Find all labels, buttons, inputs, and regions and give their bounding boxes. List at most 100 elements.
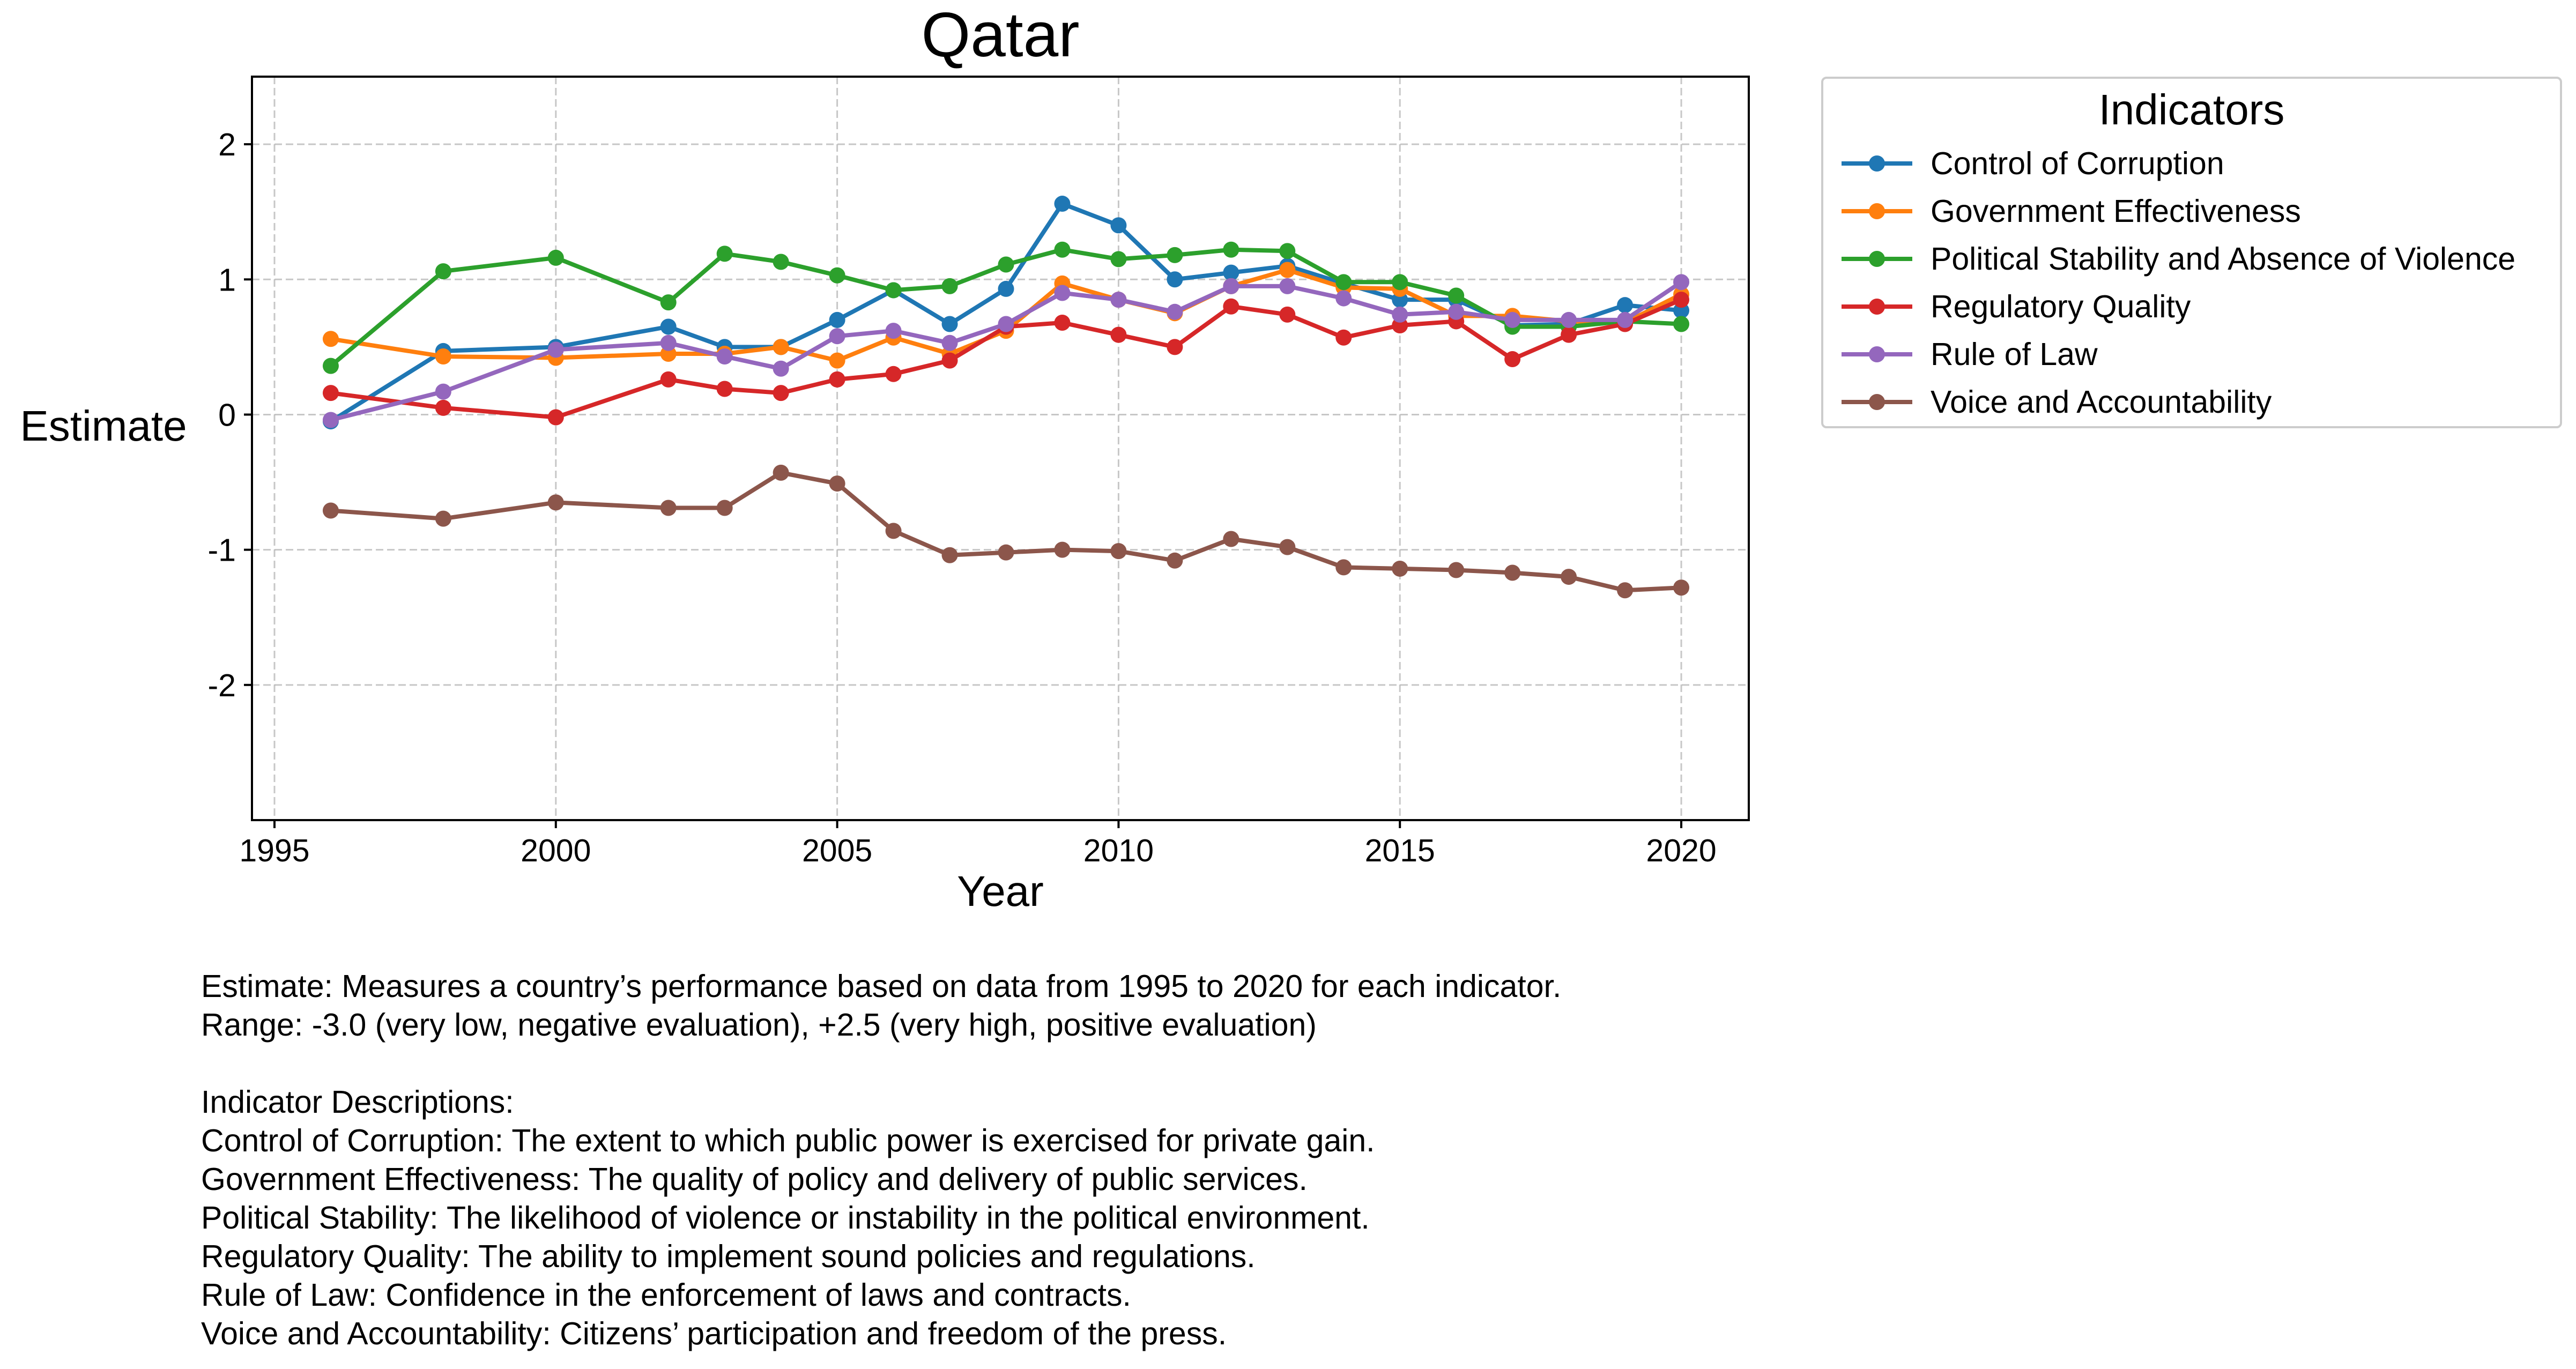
legend-item-government-effectiveness: Government Effectiveness	[1834, 190, 2552, 233]
point-rule-of-law-2004	[773, 360, 789, 377]
plot-frame	[251, 76, 1750, 821]
point-rule-of-law-2012	[1223, 278, 1239, 294]
point-regulatory-quality-2003	[716, 381, 733, 397]
series-line-political-stability-and-absence-of-violence	[328, 247, 1683, 368]
point-regulatory-quality-2007	[941, 352, 958, 369]
point-control-of-corruption-2011	[1167, 271, 1183, 288]
x-tick-label-2015: 2015	[1365, 833, 1435, 868]
point-regulatory-quality-2011	[1167, 339, 1183, 355]
legend-label-regulatory-quality: Regulatory Quality	[1931, 289, 2191, 324]
point-political-stability-and-absence-of-violence-2015	[1392, 274, 1408, 291]
point-rule-of-law-2019	[1617, 311, 1634, 328]
point-political-stability-and-absence-of-violence-2008	[998, 256, 1014, 273]
point-regulatory-quality-2012	[1223, 298, 1239, 315]
legend-label-control-of-corruption: Control of Corruption	[1931, 146, 2224, 181]
point-regulatory-quality-2004	[773, 385, 789, 401]
point-rule-of-law-2016	[1448, 303, 1465, 320]
point-political-stability-and-absence-of-violence-2003	[716, 245, 733, 262]
description-control-of-corruption: Control of Corruption: The extent to whi…	[201, 1123, 1375, 1158]
legend-item-political-stability-and-absence-of-violence: Political Stability and Absence of Viole…	[1834, 237, 2552, 280]
point-voice-and-accountability-2016	[1448, 562, 1465, 578]
point-regulatory-quality-2006	[885, 366, 902, 382]
notes: Estimate: Measures a country’s performan…	[201, 967, 1561, 1353]
point-rule-of-law-2014	[1335, 290, 1352, 307]
y-tick-label-0: 0	[218, 397, 236, 433]
legend: Indicators Control of Corruption Governme…	[1821, 77, 2562, 428]
point-rule-of-law-2013	[1279, 278, 1296, 294]
point-political-stability-and-absence-of-violence-2012	[1223, 241, 1239, 258]
point-rule-of-law-2017	[1504, 311, 1521, 328]
point-rule-of-law-2018	[1561, 311, 1577, 328]
point-rule-of-law-2007	[941, 334, 958, 351]
y-axis-ticks: -2 -1 0 1 2	[208, 127, 252, 703]
point-government-effectiveness-2013	[1279, 262, 1296, 278]
point-voice-and-accountability-1996	[322, 502, 339, 519]
point-political-stability-and-absence-of-violence-2005	[829, 267, 845, 284]
x-tick-label-2020: 2020	[1646, 833, 1716, 868]
point-rule-of-law-2010	[1110, 292, 1127, 308]
description-rule-of-law: Rule of Law: Confidence in the enforceme…	[201, 1277, 1131, 1313]
point-political-stability-and-absence-of-violence-2011	[1167, 247, 1183, 263]
point-voice-and-accountability-2000	[547, 494, 564, 511]
point-regulatory-quality-2018	[1561, 326, 1577, 343]
y-tick-label-2: 2	[218, 127, 236, 162]
point-rule-of-law-2006	[885, 323, 902, 339]
legend-swatch-regulatory-quality	[1842, 299, 1912, 315]
legend-item-rule-of-law: Rule of Law	[1834, 333, 2552, 376]
legend-swatch-voice-and-accountability	[1842, 394, 1912, 410]
notes-spacer	[201, 1044, 1561, 1083]
point-political-stability-and-absence-of-violence-2000	[547, 249, 564, 266]
point-political-stability-and-absence-of-violence-2020	[1673, 316, 1690, 332]
legend-swatch-rule-of-law	[1842, 346, 1912, 362]
point-control-of-corruption-2010	[1110, 217, 1127, 234]
legend-swatch-marker-control-of-corruption	[1869, 155, 1885, 172]
point-voice-and-accountability-2004	[773, 464, 789, 481]
legend-item-control-of-corruption: Control of Corruption	[1834, 142, 2552, 185]
y-tick-label-2: -2	[208, 668, 236, 703]
legend-swatch-marker-rule-of-law	[1869, 346, 1885, 362]
point-rule-of-law-2002	[660, 334, 677, 351]
point-political-stability-and-absence-of-violence-2004	[773, 254, 789, 270]
description-political-stability: Political Stability: The likelihood of v…	[201, 1200, 1370, 1236]
point-regulatory-quality-1998	[435, 399, 451, 416]
description-voice-and-accountability: Voice and Accountability: Citizens’ part…	[201, 1316, 1227, 1351]
point-control-of-corruption-2019	[1617, 297, 1634, 314]
legend-item-voice-and-accountability: Voice and Accountability	[1834, 381, 2552, 423]
point-rule-of-law-2000	[547, 341, 564, 358]
legend-swatch-control-of-corruption	[1842, 155, 1912, 172]
x-tick-label-2010: 2010	[1083, 833, 1154, 868]
point-voice-and-accountability-2012	[1223, 531, 1239, 547]
point-rule-of-law-1998	[435, 383, 451, 400]
plot-background	[252, 77, 1749, 820]
legend-swatch-political-stability-and-absence-of-violence	[1842, 251, 1912, 267]
descriptions-heading: Indicator Descriptions:	[201, 1084, 514, 1120]
point-regulatory-quality-2013	[1279, 306, 1296, 323]
point-regulatory-quality-2002	[660, 371, 677, 388]
point-political-stability-and-absence-of-violence-2013	[1279, 243, 1296, 259]
chart-title: Qatar	[921, 0, 1079, 70]
point-voice-and-accountability-2015	[1392, 560, 1408, 577]
point-regulatory-quality-2020	[1673, 292, 1690, 308]
point-voice-and-accountability-2010	[1110, 543, 1127, 560]
point-voice-and-accountability-2006	[885, 523, 902, 539]
legend-label-political-stability-and-absence-of-violence: Political Stability and Absence of Viole…	[1931, 241, 2516, 277]
y-axis-label: Estimate	[20, 402, 187, 450]
point-political-stability-and-absence-of-violence-2016	[1448, 287, 1465, 304]
series-line-voice-and-accountability	[328, 470, 1683, 593]
legend-swatch-marker-voice-and-accountability	[1869, 394, 1885, 410]
estimate-note: Estimate: Measures a country’s performan…	[201, 969, 1562, 1004]
point-rule-of-law-2003	[716, 348, 733, 365]
point-rule-of-law-2005	[829, 328, 845, 345]
point-voice-and-accountability-2008	[998, 544, 1014, 561]
series-rule-of-law	[322, 274, 1690, 428]
x-axis-label: Year	[957, 867, 1044, 915]
point-voice-and-accountability-2005	[829, 475, 845, 492]
point-rule-of-law-1996	[322, 412, 339, 428]
x-tick-label-2005: 2005	[802, 833, 872, 868]
point-voice-and-accountability-2003	[716, 500, 733, 516]
x-axis-ticks: 1995 2000 2005 2010 2015 2020	[239, 820, 1717, 868]
point-political-stability-and-absence-of-violence-1996	[322, 358, 339, 374]
point-regulatory-quality-2010	[1110, 326, 1127, 343]
point-government-effectiveness-1998	[435, 348, 451, 365]
series-line-regulatory-quality	[328, 297, 1683, 420]
